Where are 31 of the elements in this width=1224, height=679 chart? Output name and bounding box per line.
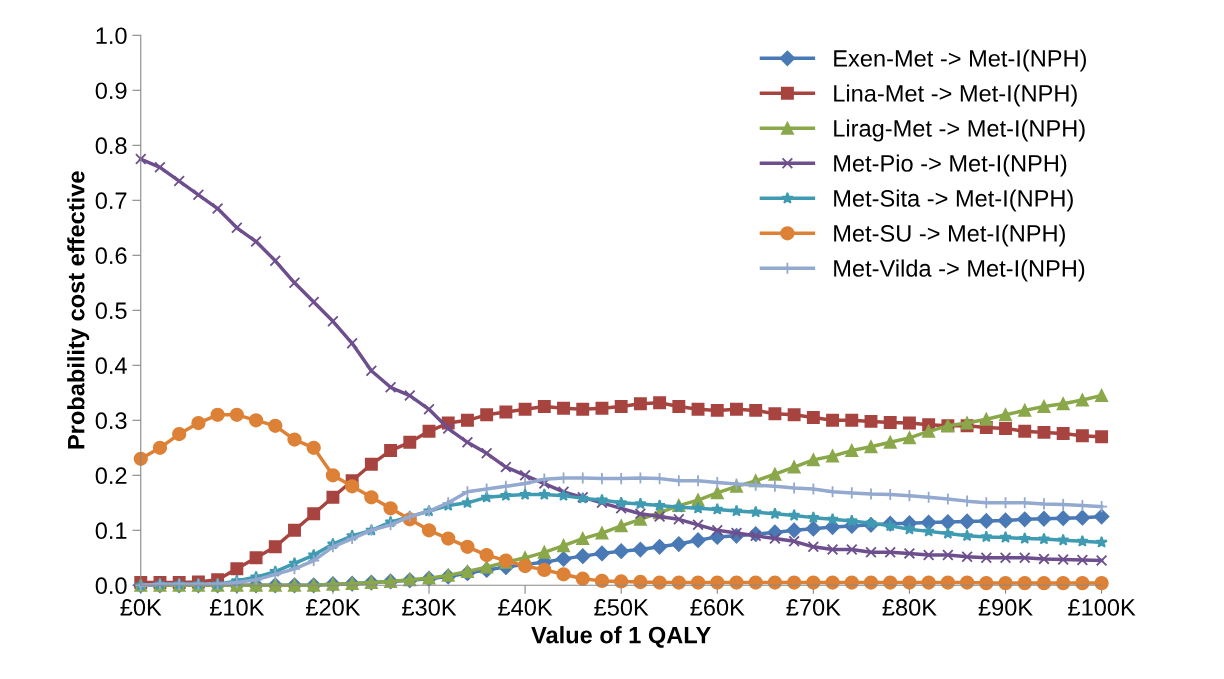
x-tick-label: £60K	[690, 599, 745, 616]
x-tick-label: £90K	[978, 599, 1033, 616]
y-tick-label: 0.4	[95, 357, 127, 375]
legend-label: Lirag-Met -> Met-I(NPH)	[834, 119, 1085, 142]
x-tick-label: £100K	[1068, 599, 1136, 616]
y-tick-label: 1.0	[96, 27, 127, 45]
x-tick-label: £70K	[786, 599, 841, 616]
x-tick-label: £20K	[306, 599, 361, 616]
legend-label: Lina-Met -> Met-I(NPH)	[834, 84, 1077, 107]
y-tick-label: 0.5	[95, 302, 127, 320]
x-tick-label: £50K	[594, 599, 649, 616]
y-tick-label: 0.9	[95, 82, 127, 100]
y-tick-label: 0.1	[95, 522, 127, 540]
x-tick-label: £0K	[120, 599, 162, 616]
x-tick-label: £10K	[209, 599, 265, 616]
y-tick-label: 0.8	[95, 137, 127, 155]
legend-label: Met-Vilda -> Met-I(NPH)	[834, 259, 1085, 282]
y-tick-label: 0.6	[95, 247, 127, 265]
y-tick-label: 0.0	[95, 577, 127, 595]
y-tick-label: 0.3	[95, 412, 127, 430]
legend-label: Met-SU -> Met-I(NPH)	[834, 224, 1065, 247]
legend-label: Met-Pio -> Met-I(NPH)	[834, 154, 1067, 177]
x-tick-label: £40K	[498, 599, 553, 616]
y-axis-title: Probability cost effective	[67, 171, 90, 449]
x-tick-label: £80K	[882, 599, 937, 616]
y-tick-label: 0.2	[95, 467, 127, 485]
y-tick-label: 0.7	[95, 192, 127, 210]
legend-label: Met-Sita -> Met-I(NPH)	[834, 189, 1073, 212]
x-axis-title: Value of 1 QALY	[531, 626, 711, 648]
x-tick-label: £30K	[402, 599, 457, 616]
legend-label: Exen-Met -> Met-I(NPH)	[834, 49, 1086, 72]
